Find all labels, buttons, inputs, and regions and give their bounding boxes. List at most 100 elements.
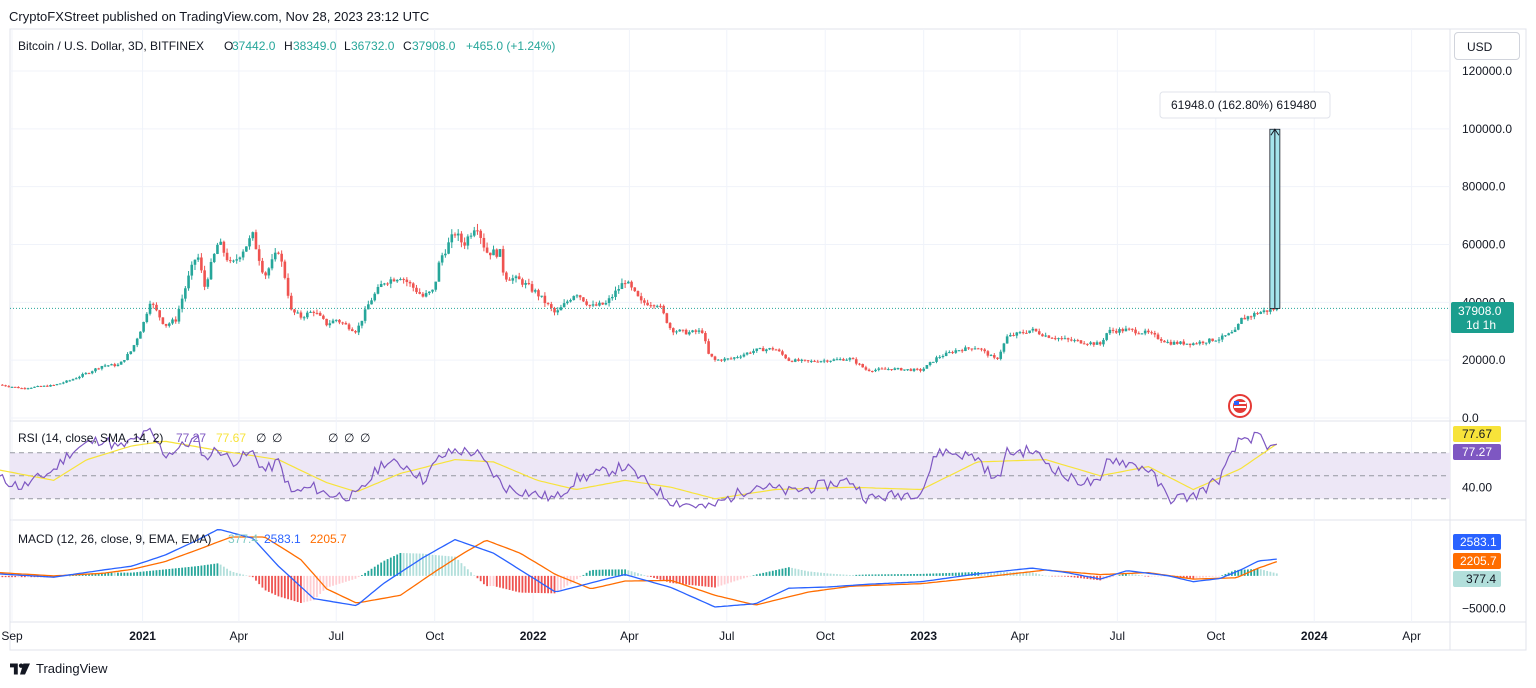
price-candle — [103, 363, 107, 368]
macd-histogram-bar — [922, 573, 925, 576]
price-candle — [858, 362, 861, 366]
price-candle — [781, 349, 784, 356]
candle-body — [752, 350, 755, 354]
macd-histogram-bar — [1044, 575, 1047, 577]
candle-body — [662, 305, 665, 314]
macd-histogram-bar — [970, 572, 973, 576]
macd-histogram-bar — [646, 575, 649, 577]
candle-body — [729, 358, 733, 360]
candle-body — [893, 368, 897, 370]
rsi-ma-badge: 77.67 — [1453, 426, 1501, 442]
currency-button[interactable]: USD — [1454, 32, 1520, 60]
macd-histogram-bar — [322, 575, 325, 591]
price-candle — [922, 367, 925, 372]
candle-body — [1034, 328, 1038, 332]
tradingview-footer[interactable]: TradingView — [10, 661, 108, 676]
price-candle — [1009, 332, 1012, 337]
price-candle — [373, 292, 377, 302]
candle-body — [1214, 340, 1218, 342]
candle-body — [167, 323, 171, 326]
macd-histogram-bar — [794, 568, 797, 576]
macd-histogram-bar — [787, 567, 790, 576]
macd-histogram-bar — [1195, 575, 1198, 579]
candle-body — [62, 382, 65, 384]
price-candle — [424, 290, 428, 298]
macd-histogram-bar — [630, 571, 633, 576]
macd-histogram-bar — [197, 565, 200, 576]
macd-histogram-bar — [1272, 572, 1275, 576]
candle-body — [472, 230, 476, 236]
candle-body — [1137, 333, 1141, 335]
macd-histogram-bar — [27, 575, 29, 578]
price-candle — [697, 327, 701, 334]
macd-histogram-bar — [447, 556, 450, 576]
price-candle — [604, 300, 608, 306]
candle-body — [334, 319, 338, 321]
candle-body — [1002, 343, 1006, 352]
us-flag-event-icon[interactable] — [1228, 394, 1252, 418]
price-candle — [935, 355, 938, 364]
price-candle — [700, 328, 704, 334]
candle-body — [1031, 328, 1035, 331]
high-label: H — [284, 39, 293, 53]
macd-legend-macd: 2583.1 — [264, 532, 301, 546]
candle-body — [806, 360, 810, 362]
candle-body — [1140, 333, 1144, 335]
price-axis-tick: 80000.0 — [1462, 180, 1506, 194]
candle-body — [598, 302, 601, 306]
price-candle — [203, 265, 206, 291]
price-candle — [655, 304, 659, 308]
price-candle — [1086, 343, 1089, 347]
price-candle — [492, 245, 495, 256]
price-candle — [190, 261, 194, 280]
price-candle — [1201, 340, 1205, 345]
macd-histogram-bar — [743, 575, 745, 579]
tradingview-brand: TradingView — [36, 661, 108, 676]
candle-body — [180, 298, 184, 310]
time-axis-tick: Sep — [1, 629, 23, 643]
macd-histogram-bar — [264, 575, 267, 591]
macd-histogram-bar — [688, 575, 691, 585]
rsi-line — [0, 427, 1277, 509]
candle-body — [1192, 343, 1195, 346]
candle-body — [1092, 342, 1096, 345]
candle-body — [55, 384, 59, 386]
rsi-legend-title: RSI (14, close, SMA, 14, 2) — [18, 431, 163, 445]
price-candle — [331, 318, 335, 324]
price-candle — [405, 277, 409, 287]
candle-body — [617, 289, 621, 291]
macd-histogram-bar — [752, 575, 755, 576]
candle-body — [665, 313, 669, 323]
candle-body — [196, 257, 200, 260]
macd-histogram-bar — [848, 574, 851, 576]
price-candle — [1169, 339, 1173, 346]
candle-body — [1163, 340, 1166, 343]
candle-body — [1201, 341, 1205, 344]
macd-histogram-bar — [858, 574, 861, 576]
candle-body — [845, 359, 848, 361]
price-candle — [431, 289, 434, 294]
macd-histogram-bar — [550, 575, 553, 594]
candle-body — [74, 378, 78, 380]
price-candle — [36, 385, 39, 388]
candle-body — [1150, 332, 1153, 334]
candle-body — [1124, 328, 1128, 332]
price-candle — [466, 234, 470, 250]
candle-body — [877, 368, 881, 370]
price-candle — [684, 328, 688, 335]
price-candle — [919, 368, 922, 373]
candle-body — [550, 304, 553, 309]
macd-histogram-bar — [415, 553, 418, 576]
price-candle — [1233, 327, 1237, 333]
price-candle — [816, 359, 820, 363]
price-candle — [251, 231, 255, 241]
macd-histogram-bar — [576, 575, 578, 580]
candle-body — [671, 328, 675, 333]
rsi-badge: 77.27 — [1453, 444, 1501, 460]
price-candle — [1188, 343, 1192, 348]
candle-body — [177, 309, 181, 322]
price-candle — [126, 352, 129, 361]
candle-body — [456, 233, 460, 236]
macd-histogram-bar — [948, 572, 951, 576]
